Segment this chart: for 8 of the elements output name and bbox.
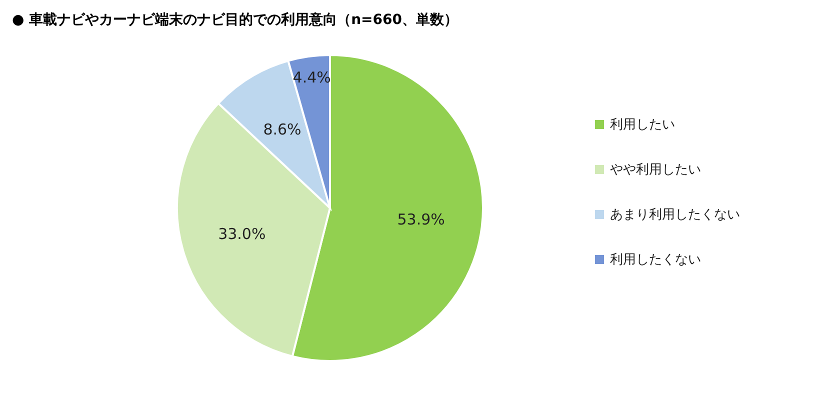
data-label: 8.6% — [263, 120, 302, 139]
legend-label: やや利用したい — [610, 162, 701, 178]
data-label: 33.0% — [218, 224, 266, 243]
chart-title: ● 車載ナビやカーナビ端末のナビ目的での利用意向（n=660、単数） — [12, 11, 458, 28]
legend-label: 利用したい — [610, 118, 675, 132]
legend-label: あまり利用したくない — [610, 208, 740, 222]
legend-label: 利用したくない — [610, 252, 701, 268]
data-label: 53.9% — [397, 210, 445, 228]
